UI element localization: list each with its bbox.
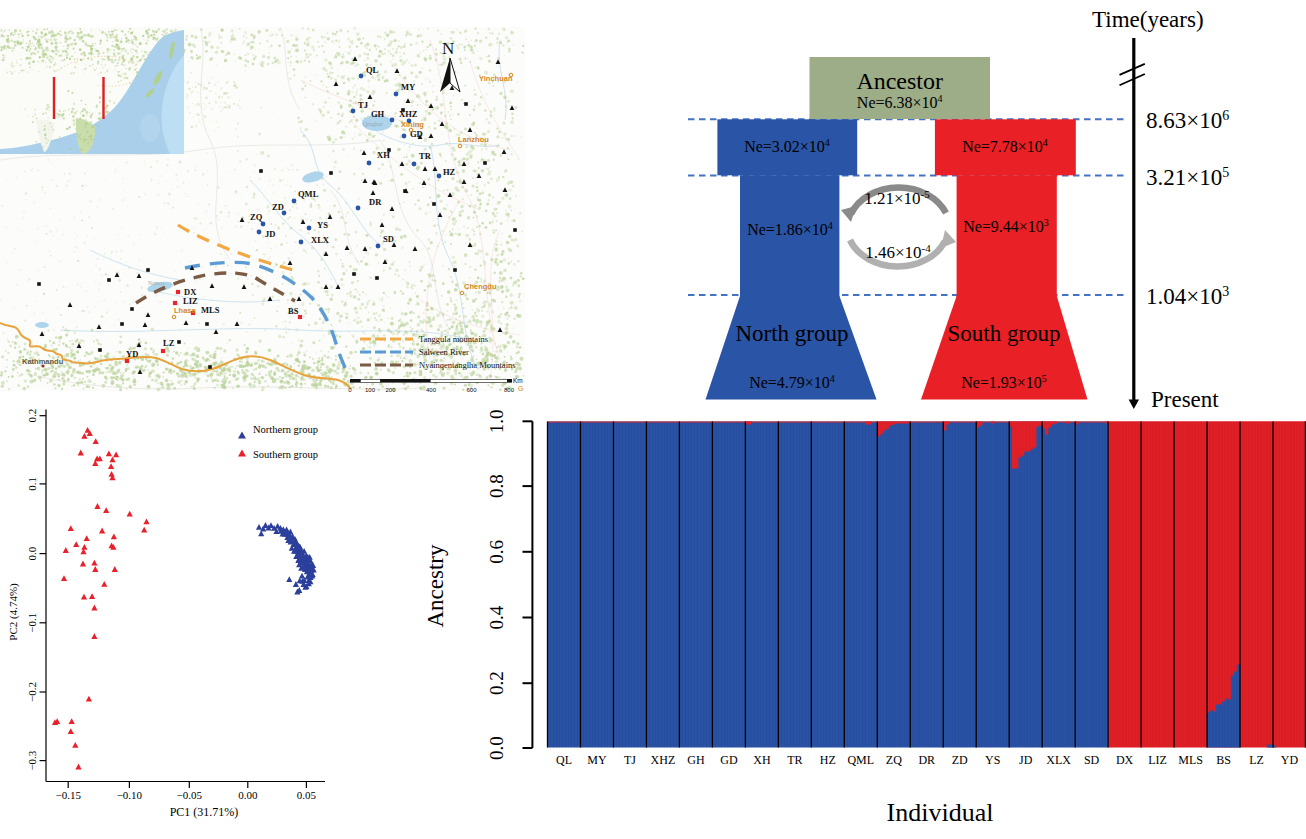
svg-text:1.46×10-4: 1.46×10-4 <box>865 242 931 262</box>
svg-text:North group: North group <box>735 321 848 346</box>
svg-text:0.4: 0.4 <box>486 605 507 629</box>
svg-text:0.2: 0.2 <box>486 671 507 695</box>
svg-text:Ne=7.78×104: Ne=7.78×104 <box>962 137 1048 155</box>
svg-text:−0.15: −0.15 <box>55 789 81 801</box>
svg-text:Ne=1.86×104: Ne=1.86×104 <box>747 220 833 238</box>
svg-text:JD: JD <box>1019 753 1033 767</box>
svg-text:0.05: 0.05 <box>297 789 317 801</box>
svg-text:−0.05: −0.05 <box>177 789 203 801</box>
svg-text:XHZ: XHZ <box>651 753 676 767</box>
svg-text:YS: YS <box>985 753 1000 767</box>
svg-text:XH: XH <box>753 753 771 767</box>
svg-text:Present: Present <box>1151 387 1219 412</box>
svg-text:1.04×103: 1.04×103 <box>1146 284 1229 309</box>
svg-text:−0.1: −0.1 <box>26 613 38 633</box>
svg-text:Ancestor: Ancestor <box>856 68 943 94</box>
svg-text:Individual: Individual <box>887 798 994 827</box>
svg-text:DX: DX <box>1116 753 1134 767</box>
svg-text:YD: YD <box>1281 753 1299 767</box>
svg-text:−0.2: −0.2 <box>26 682 38 702</box>
svg-text:XLX: XLX <box>1046 753 1071 767</box>
svg-text:GH: GH <box>687 753 705 767</box>
svg-text:PC1 (31.71%): PC1 (31.71%) <box>170 805 239 819</box>
svg-text:TR: TR <box>787 753 802 767</box>
svg-text:TJ: TJ <box>624 753 636 767</box>
svg-text:1.0: 1.0 <box>486 409 507 433</box>
svg-text:−0.10: −0.10 <box>117 789 143 801</box>
svg-text:0.00: 0.00 <box>238 789 258 801</box>
svg-text:Ancestry: Ancestry <box>423 544 448 628</box>
svg-text:1.21×10-5: 1.21×10-5 <box>864 188 930 208</box>
svg-text:Ne=1.93×105: Ne=1.93×105 <box>961 373 1047 391</box>
svg-text:8.63×106: 8.63×106 <box>1146 108 1229 133</box>
svg-text:0.1: 0.1 <box>26 477 38 491</box>
svg-text:3.21×105: 3.21×105 <box>1146 165 1229 190</box>
svg-text:LIZ: LIZ <box>1148 753 1167 767</box>
svg-text:HZ: HZ <box>820 753 836 767</box>
svg-text:MLS: MLS <box>1178 753 1203 767</box>
svg-text:QML: QML <box>847 753 874 767</box>
svg-text:0.8: 0.8 <box>486 474 507 498</box>
svg-text:Ne=4.79×104: Ne=4.79×104 <box>749 373 835 391</box>
svg-text:ZQ: ZQ <box>886 753 902 767</box>
svg-text:0.6: 0.6 <box>486 540 507 564</box>
svg-text:QL: QL <box>556 753 572 767</box>
svg-text:Ne=9.44×103: Ne=9.44×103 <box>963 217 1049 235</box>
svg-text:SD: SD <box>1084 753 1100 767</box>
svg-text:PC2 (4.74%): PC2 (4.74%) <box>7 583 20 641</box>
svg-text:0.2: 0.2 <box>26 409 38 423</box>
svg-text:Southern group: Southern group <box>253 449 318 460</box>
svg-text:BS: BS <box>1216 753 1231 767</box>
svg-text:Northern group: Northern group <box>253 424 318 435</box>
svg-text:GD: GD <box>720 753 738 767</box>
svg-text:0.0: 0.0 <box>26 546 38 560</box>
svg-text:Ne=6.38×104: Ne=6.38×104 <box>857 93 943 111</box>
svg-text:LZ: LZ <box>1249 753 1264 767</box>
svg-text:DR: DR <box>918 753 935 767</box>
svg-text:0.0: 0.0 <box>486 736 507 760</box>
svg-text:MY: MY <box>587 753 607 767</box>
svg-text:Time(years): Time(years) <box>1092 7 1204 32</box>
svg-text:ZD: ZD <box>952 753 968 767</box>
svg-text:South group: South group <box>947 321 1060 346</box>
svg-text:−0.3: −0.3 <box>26 750 38 770</box>
svg-text:Ne=3.02×104: Ne=3.02×104 <box>744 137 830 155</box>
